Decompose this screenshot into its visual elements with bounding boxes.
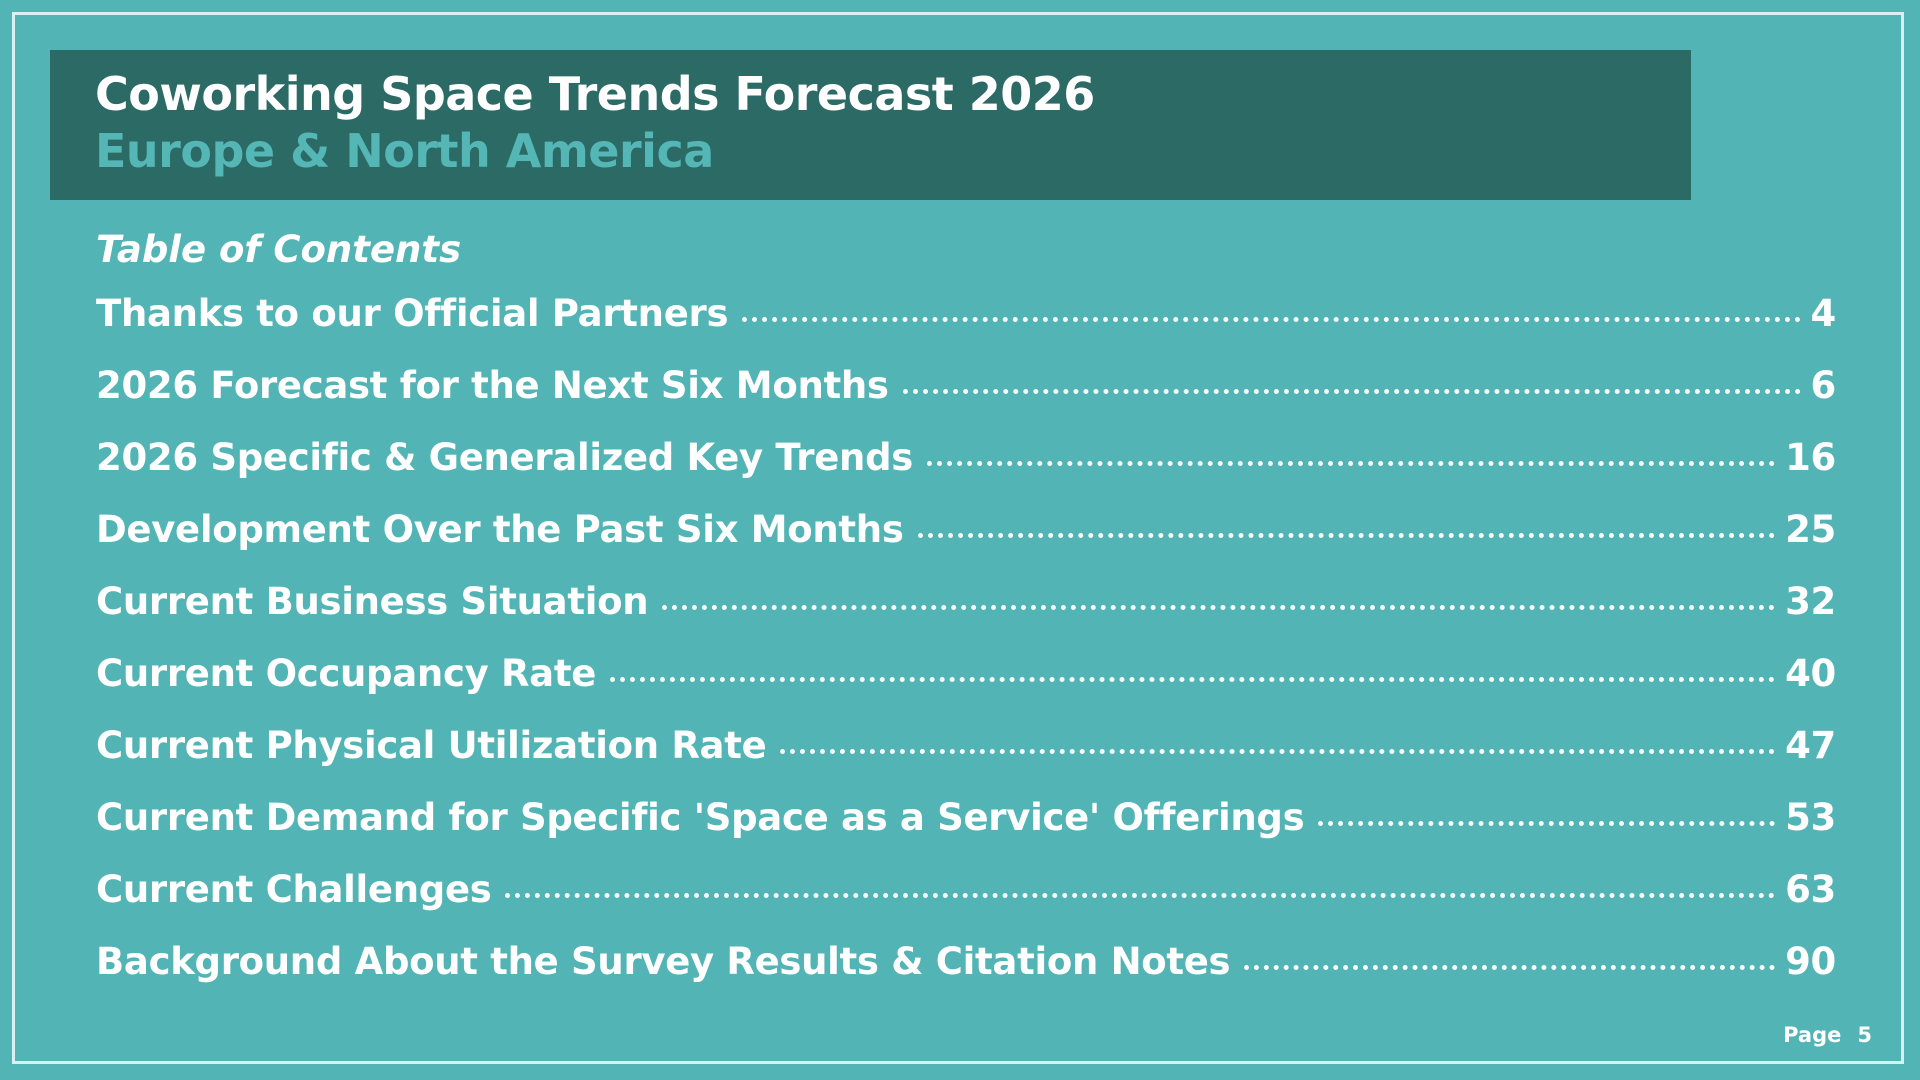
page-number-value: 5 (1857, 1023, 1872, 1047)
toc-item-demand[interactable]: Current Demand for Specific 'Space as a … (96, 796, 1836, 868)
toc-item-occupancy[interactable]: Current Occupancy Rate 40 (96, 652, 1836, 724)
toc-item-label: Current Demand for Specific 'Space as a … (96, 796, 1305, 839)
toc-item-utilization[interactable]: Current Physical Utilization Rate 47 (96, 724, 1836, 796)
toc-item-label: 2026 Forecast for the Next Six Months (96, 364, 889, 407)
slide-border (12, 12, 1904, 1064)
toc-item-label: Development Over the Past Six Months (96, 508, 904, 551)
toc-item-background[interactable]: Background About the Survey Results & Ci… (96, 940, 1836, 1012)
toc-item-business-situation[interactable]: Current Business Situation 32 (96, 580, 1836, 652)
toc-list: Thanks to our Official Partners 4 2026 F… (96, 292, 1836, 1012)
dot-leader (662, 605, 1776, 610)
toc-item-label: Current Challenges (96, 868, 492, 911)
dot-leader (610, 677, 1776, 682)
toc-item-label: Current Business Situation (96, 580, 649, 623)
toc-item-page: 47 (1785, 724, 1836, 767)
report-title: Coworking Space Trends Forecast 2026 (95, 67, 1095, 121)
toc-item-label: Thanks to our Official Partners (96, 292, 729, 335)
dot-leader (927, 461, 1776, 466)
toc-item-page: 40 (1785, 652, 1836, 695)
toc-heading: Table of Contents (96, 228, 462, 271)
toc-item-page: 16 (1785, 436, 1836, 479)
toc-item-page: 4 (1810, 292, 1837, 335)
dot-leader (780, 749, 1776, 754)
page-number: Page 5 (1783, 1023, 1872, 1047)
dot-leader (902, 389, 1801, 394)
dot-leader (1244, 965, 1776, 970)
toc-item-page: 63 (1785, 868, 1836, 911)
toc-item-label: Background About the Survey Results & Ci… (96, 940, 1231, 983)
toc-item-page: 53 (1785, 796, 1836, 839)
report-subtitle: Europe & North America (95, 124, 714, 178)
toc-item-label: Current Physical Utilization Rate (96, 724, 767, 767)
toc-item-partners[interactable]: Thanks to our Official Partners 4 (96, 292, 1836, 364)
toc-item-page: 90 (1785, 940, 1836, 983)
toc-item-label: 2026 Specific & Generalized Key Trends (96, 436, 913, 479)
dot-leader (505, 893, 1776, 898)
toc-item-page: 25 (1785, 508, 1836, 551)
page-label: Page (1783, 1023, 1842, 1047)
toc-item-page: 6 (1810, 364, 1837, 407)
toc-item-page: 32 (1785, 580, 1836, 623)
dot-leader (917, 533, 1776, 538)
dot-leader (742, 317, 1801, 322)
dot-leader (1318, 821, 1776, 826)
toc-item-label: Current Occupancy Rate (96, 652, 597, 695)
toc-item-challenges[interactable]: Current Challenges 63 (96, 868, 1836, 940)
toc-item-key-trends[interactable]: 2026 Specific & Generalized Key Trends 1… (96, 436, 1836, 508)
header-band (50, 50, 1691, 200)
toc-item-forecast[interactable]: 2026 Forecast for the Next Six Months 6 (96, 364, 1836, 436)
toc-item-development[interactable]: Development Over the Past Six Months 25 (96, 508, 1836, 580)
